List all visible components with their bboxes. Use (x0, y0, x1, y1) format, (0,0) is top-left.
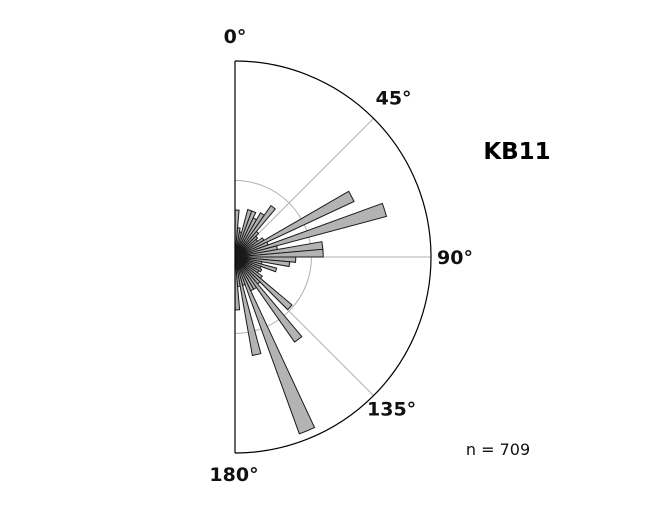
polar-frame (234, 60, 432, 454)
angle-tick-label: 45° (376, 87, 412, 109)
rose-bar (234, 190, 355, 258)
angle-tick-label: 0° (224, 26, 247, 48)
rose-bar (234, 204, 277, 258)
rose-bar (234, 248, 324, 258)
angle-tick-labels: 0° 45° 90° 135° 180° (209, 26, 473, 486)
rose-bar (234, 256, 316, 435)
angle-tick-label: 180° (209, 464, 258, 486)
rose-bar (234, 256, 303, 343)
rose-bar (234, 202, 388, 258)
sample-count: n = 709 (466, 440, 530, 459)
rose-bars (234, 190, 388, 435)
chart-title: KB11 (483, 139, 550, 165)
angle-tick-label: 135° (367, 399, 416, 421)
rose-bar (234, 256, 293, 311)
angle-tick-label: 90° (437, 247, 473, 269)
rose-bar (234, 256, 262, 357)
outer-arc (234, 60, 432, 454)
